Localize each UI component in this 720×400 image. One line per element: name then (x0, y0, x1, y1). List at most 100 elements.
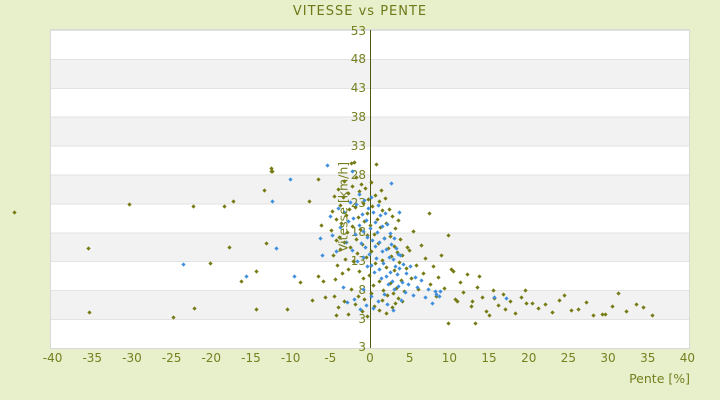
data-point-points-olive (321, 279, 326, 284)
data-point-points-olive (340, 271, 345, 276)
data-point-points-olive (192, 306, 197, 311)
data-point-points-olive (513, 311, 518, 316)
data-point-points-blue (422, 295, 428, 301)
data-point-points-olive (414, 262, 419, 268)
data-point-points-olive (380, 298, 386, 303)
data-point-points-olive (270, 169, 275, 174)
data-point-points-olive (231, 199, 236, 204)
data-point-points-olive (316, 177, 321, 182)
data-point-points-olive (253, 269, 259, 274)
data-point-points-blue (371, 306, 376, 312)
data-point-points-olive (11, 210, 17, 215)
data-point-points-olive (530, 301, 535, 306)
data-point-points-olive (333, 277, 338, 282)
data-point-points-olive (436, 275, 441, 280)
data-point-points-olive (359, 182, 364, 187)
x-tick-layer: -40 -35 -30 -25 -20 -15 -10 -5 0 5 10 15 20 25 30 35 40 (43, 351, 695, 365)
data-point-points-blue (391, 257, 396, 263)
data-point-points-olive (641, 305, 646, 310)
y-axis-line (369, 30, 371, 348)
data-point-points-blue (438, 289, 444, 294)
x-tick-label: 20 (521, 351, 537, 365)
y-tick-label: 53 (350, 23, 366, 38)
data-point-points-blue (364, 303, 369, 308)
data-point-points-blue (288, 177, 294, 182)
x-tick-label: 30 (600, 351, 616, 365)
x-tick-label: -35 (82, 351, 103, 365)
data-point-points-olive (568, 307, 574, 313)
data-point-points-olive (616, 291, 621, 297)
data-point-points-olive (387, 207, 392, 212)
data-point-points-olive (373, 261, 378, 267)
data-point-points-olive (477, 273, 482, 279)
data-point-points-blue (411, 292, 416, 298)
data-point-points-blue (376, 203, 381, 208)
data-point-points-blue (274, 246, 279, 251)
data-point-points-olive (469, 303, 474, 309)
data-point-points-blue (328, 214, 333, 219)
data-point-points-olive (465, 272, 471, 277)
data-point-points-olive (391, 291, 396, 296)
data-point-points-blue (375, 230, 380, 235)
x-tick-label: -10 (280, 351, 301, 365)
data-point-points-olive (363, 186, 368, 191)
y-tick-label: 3 (358, 311, 366, 326)
data-point-points-olive (496, 303, 501, 308)
data-point-points-olive (285, 307, 290, 312)
data-point-points-olive (393, 301, 398, 306)
data-point-points-olive (350, 184, 355, 189)
data-point-points-olive (370, 204, 375, 209)
x-tick-label: -20 (201, 351, 222, 365)
y-tick-label: 48 (350, 52, 366, 67)
data-point-points-olive (383, 196, 388, 201)
data-point-points-olive (423, 256, 428, 261)
data-point-points-olive (222, 204, 227, 210)
data-point-points-olive (390, 214, 395, 219)
data-point-points-blue (377, 239, 382, 245)
data-point-points-blue (395, 272, 400, 278)
data-point-points-olive (446, 233, 451, 238)
data-point-points-olive (550, 310, 555, 316)
data-point-points-olive (86, 246, 91, 251)
data-point-points-blue (244, 273, 249, 279)
data-point-points-blue (372, 244, 378, 249)
data-point-points-olive (127, 201, 132, 207)
data-point-points-blue (397, 209, 402, 215)
data-point-points-blue (372, 270, 377, 275)
plot-area: 534843383328231813833 (11, 24, 690, 354)
data-point-points-olive (407, 248, 413, 253)
data-point-points-blue (419, 277, 424, 283)
data-point-points-blue (368, 195, 374, 200)
data-point-points-blue (380, 224, 386, 229)
data-point-points-blue (364, 218, 369, 223)
data-point-points-olive (191, 204, 196, 210)
y-tick-label: 8 (326, 283, 366, 297)
data-point-points-blue (370, 238, 375, 243)
data-point-points-blue (437, 294, 442, 299)
data-point-points-olive (353, 237, 359, 242)
data-point-points-olive (379, 188, 384, 193)
data-point-points-blue (396, 284, 401, 289)
data-point-points-olive (362, 296, 367, 302)
data-point-points-olive (367, 273, 372, 278)
data-point-points-olive (336, 305, 341, 310)
data-point-points-olive (624, 309, 629, 314)
data-point-points-blue (430, 301, 435, 306)
data-point-points-olive (262, 188, 267, 193)
x-tick-label: 40 (679, 351, 696, 365)
data-point-points-olive (395, 218, 401, 223)
data-point-points-blue (320, 253, 325, 258)
data-point-points-olive (536, 306, 541, 312)
data-point-points-olive (316, 273, 321, 279)
data-point-points-blue (383, 211, 388, 216)
data-point-points-blue (376, 267, 382, 272)
y-tick-label: 43 (350, 81, 366, 96)
data-point-points-olive (353, 302, 358, 307)
data-point-points-olive (445, 321, 451, 326)
y-tick-label: 38 (350, 109, 366, 124)
data-point-points-blue (390, 279, 395, 284)
data-point-points-olive (557, 298, 563, 303)
data-point-points-blue (389, 181, 394, 187)
data-point-points-olive (442, 286, 447, 291)
data-point-points-olive (591, 313, 596, 318)
